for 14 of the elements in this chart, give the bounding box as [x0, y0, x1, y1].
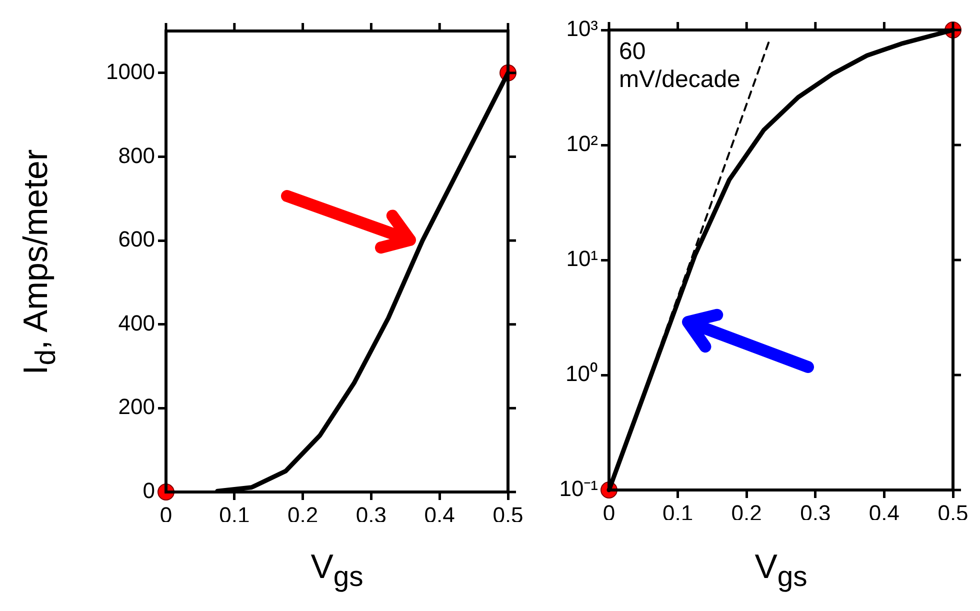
y-tick-label: 800	[118, 142, 155, 168]
y-tick-label: 0	[142, 478, 155, 504]
y-tick-label: 200	[118, 394, 155, 420]
y-tick-label: 10⁻¹	[559, 476, 598, 502]
y-tick-label: 10¹	[566, 246, 598, 272]
y-tick-label: 10²	[566, 131, 598, 156]
x-axis-title: V$_{gs}$	[754, 548, 808, 594]
y-tick-label: 400	[118, 310, 155, 336]
y-tick-label: 10³	[566, 16, 598, 42]
y-tick-label: 600	[118, 226, 155, 252]
annotation: 60 mV/decade	[619, 38, 742, 94]
x-axis-title: V$_{gs}$	[310, 548, 364, 594]
y-tick-label: 10⁰	[566, 361, 598, 386]
y-tick-label: 1000	[106, 58, 155, 84]
